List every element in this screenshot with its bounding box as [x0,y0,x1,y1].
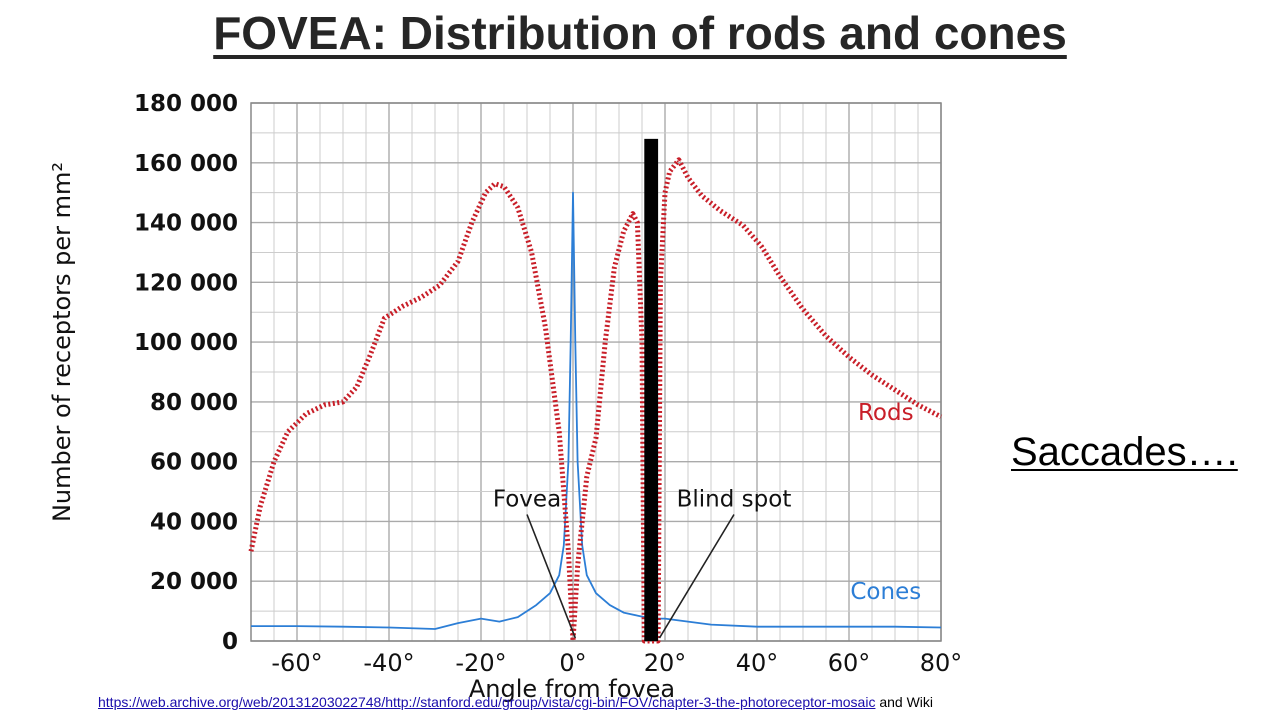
x-tick-label: -40° [363,649,414,677]
blind-spot-bar [644,138,659,641]
y-tick-label: 0 [222,629,238,655]
slide-title: FOVEA: Distribution of rods and cones [0,6,1280,60]
source-link[interactable]: https://web.archive.org/web/201312030227… [98,694,876,710]
x-tick-label: -20° [455,649,506,677]
y-tick-label: 120 000 [134,270,238,296]
annotation-pointer [526,514,577,639]
rods-series-line [248,157,943,644]
slide-title-text: FOVEA: Distribution of rods and cones [213,7,1067,59]
x-tick-label: 80° [920,649,963,677]
y-tick-label: 180 000 [134,91,238,117]
series-label-cones: Cones [850,579,921,605]
x-tick-label: 0° [559,649,586,677]
y-tick-label: 100 000 [134,330,238,356]
x-tick-label: 20° [644,649,687,677]
series-label-rods: Rods [858,400,914,426]
cones-series-line [251,191,942,630]
y-axis-label: Number of receptors per mm² [48,162,76,522]
annotation-fovea: Fovea [493,487,561,513]
plot-frame [250,102,942,642]
source-credit: https://web.archive.org/web/201312030227… [98,694,933,710]
saccades-note: Saccades…. [1011,430,1238,474]
x-tick-label: 40° [736,649,779,677]
annotation-pointer [658,514,735,639]
y-tick-label: 140 000 [134,211,238,237]
y-tick-label: 60 000 [150,450,238,476]
y-tick-label: 20 000 [150,569,238,595]
x-tick-label: -60° [271,649,322,677]
source-suffix: and Wiki [879,694,934,710]
y-tick-label: 80 000 [150,390,238,416]
x-axis-label: Angle from fovea [469,675,675,703]
x-tick-label: 60° [828,649,871,677]
y-tick-label: 40 000 [150,509,238,535]
y-tick-label: 160 000 [134,151,238,177]
annotation-blind-spot: Blind spot [677,487,792,513]
